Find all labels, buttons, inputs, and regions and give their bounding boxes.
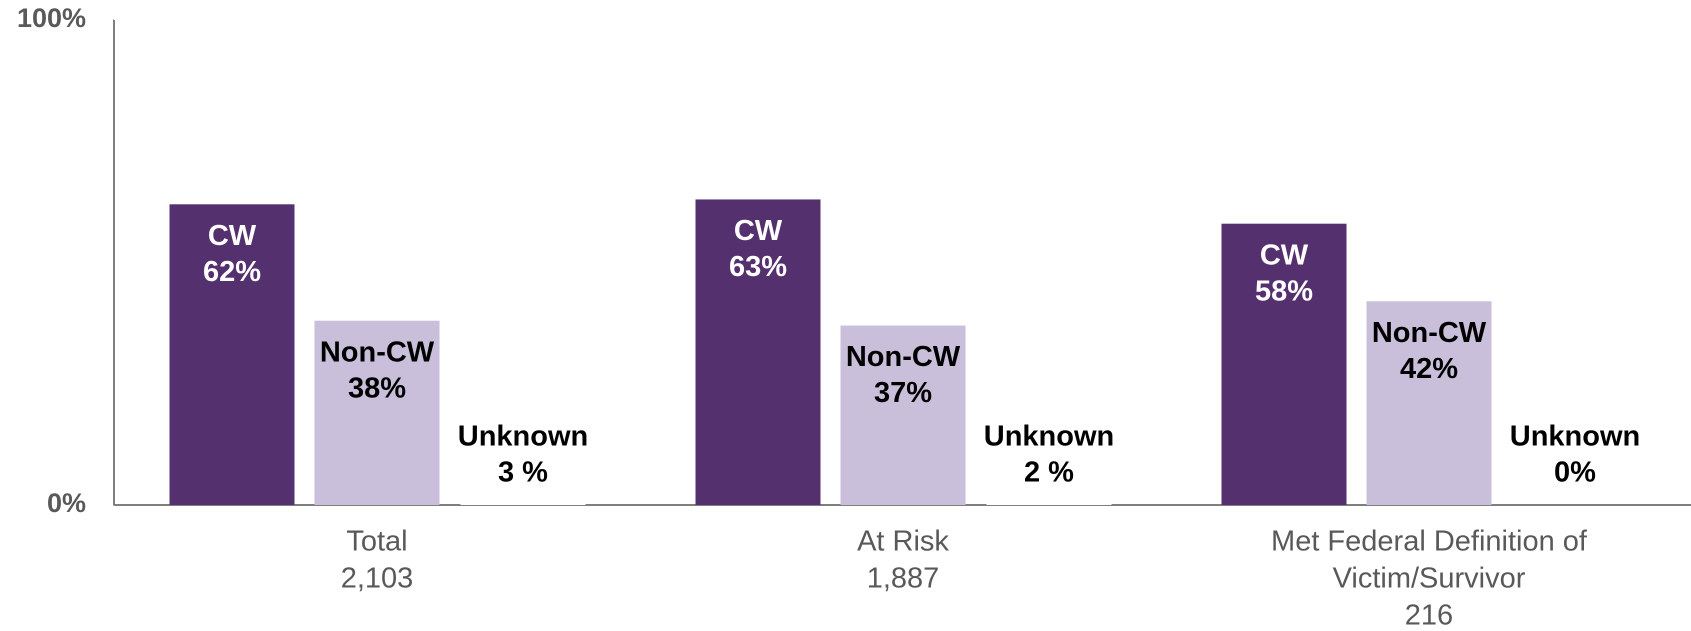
data-label: 42% <box>1400 353 1458 385</box>
data-label: 38% <box>348 372 406 404</box>
data-label: 0% <box>1554 457 1596 489</box>
data-label: 2 % <box>1024 457 1074 489</box>
bar <box>1366 301 1492 505</box>
data-label-name: CW <box>1260 239 1309 271</box>
bar <box>695 199 821 505</box>
bar <box>840 325 966 505</box>
x-tick-label: 1,887 <box>867 563 940 595</box>
data-label-name: CW <box>734 215 783 247</box>
data-label-name: Unknown <box>458 421 589 453</box>
bar <box>1221 223 1347 505</box>
x-tick-label: 216 <box>1405 600 1453 631</box>
data-label: 37% <box>874 377 932 409</box>
data-label-name: Unknown <box>1510 421 1641 453</box>
x-tick-label: Victim/Survivor <box>1333 563 1526 595</box>
data-label-name: CW <box>208 220 257 252</box>
x-tick-label: 2,103 <box>341 563 414 595</box>
x-tick-label: Met Federal Definition of <box>1271 526 1588 558</box>
x-tick-label: Total <box>346 526 407 558</box>
data-label-name: Unknown <box>984 421 1115 453</box>
y-tick-label: 0% <box>47 488 86 518</box>
y-tick-label: 100% <box>17 3 86 33</box>
data-label: 62% <box>203 256 261 288</box>
x-tick-label: At Risk <box>857 526 949 558</box>
data-label: 58% <box>1255 275 1313 307</box>
data-label: 3 % <box>498 457 548 489</box>
data-label-name: Non-CW <box>320 336 435 368</box>
data-label: 63% <box>729 251 787 283</box>
bar <box>460 490 586 505</box>
data-label-name: Non-CW <box>846 341 961 373</box>
bar <box>314 320 440 505</box>
bar <box>169 204 295 506</box>
data-label-name: Non-CW <box>1372 317 1487 349</box>
bar <box>986 495 1112 505</box>
